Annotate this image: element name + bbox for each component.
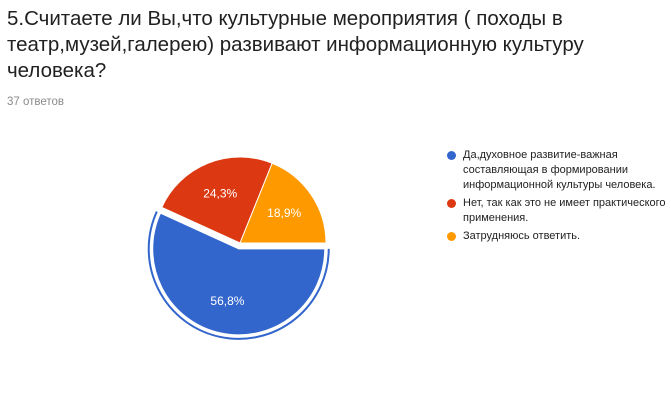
- legend-swatch-1: [447, 199, 456, 208]
- pie-slice-2: [239, 162, 327, 244]
- pie-slice-label-2: 18,9%: [267, 206, 301, 220]
- legend-item-1: Нет, так как это не имеет практического …: [447, 196, 667, 226]
- pie-slice-0: [152, 212, 326, 336]
- question-title: 5.Считаете ли Вы,что культурные мероприя…: [7, 7, 584, 82]
- legend-label-1: Нет, так как это не имеет практического …: [463, 197, 666, 224]
- chart-legend: Да,духовное развитие-важная составляющая…: [447, 148, 667, 247]
- responses-count: 37 ответов: [7, 96, 65, 108]
- legend-label-2: Затрудняюсь ответить.: [463, 230, 581, 242]
- pie-slice-1: [161, 156, 273, 244]
- pie-slice-label-1: 24,3%: [203, 186, 237, 200]
- pie-slice-highlight-0: [147, 211, 330, 340]
- legend-swatch-0: [447, 151, 456, 160]
- legend-item-2: Затрудняюсь ответить.: [447, 229, 667, 244]
- pie-slice-label-0: 56,8%: [210, 294, 244, 308]
- legend-label-0: Да,духовное развитие-важная составляющая…: [463, 149, 656, 191]
- legend-swatch-2: [447, 232, 456, 241]
- legend-item-0: Да,духовное развитие-важная составляющая…: [447, 148, 667, 193]
